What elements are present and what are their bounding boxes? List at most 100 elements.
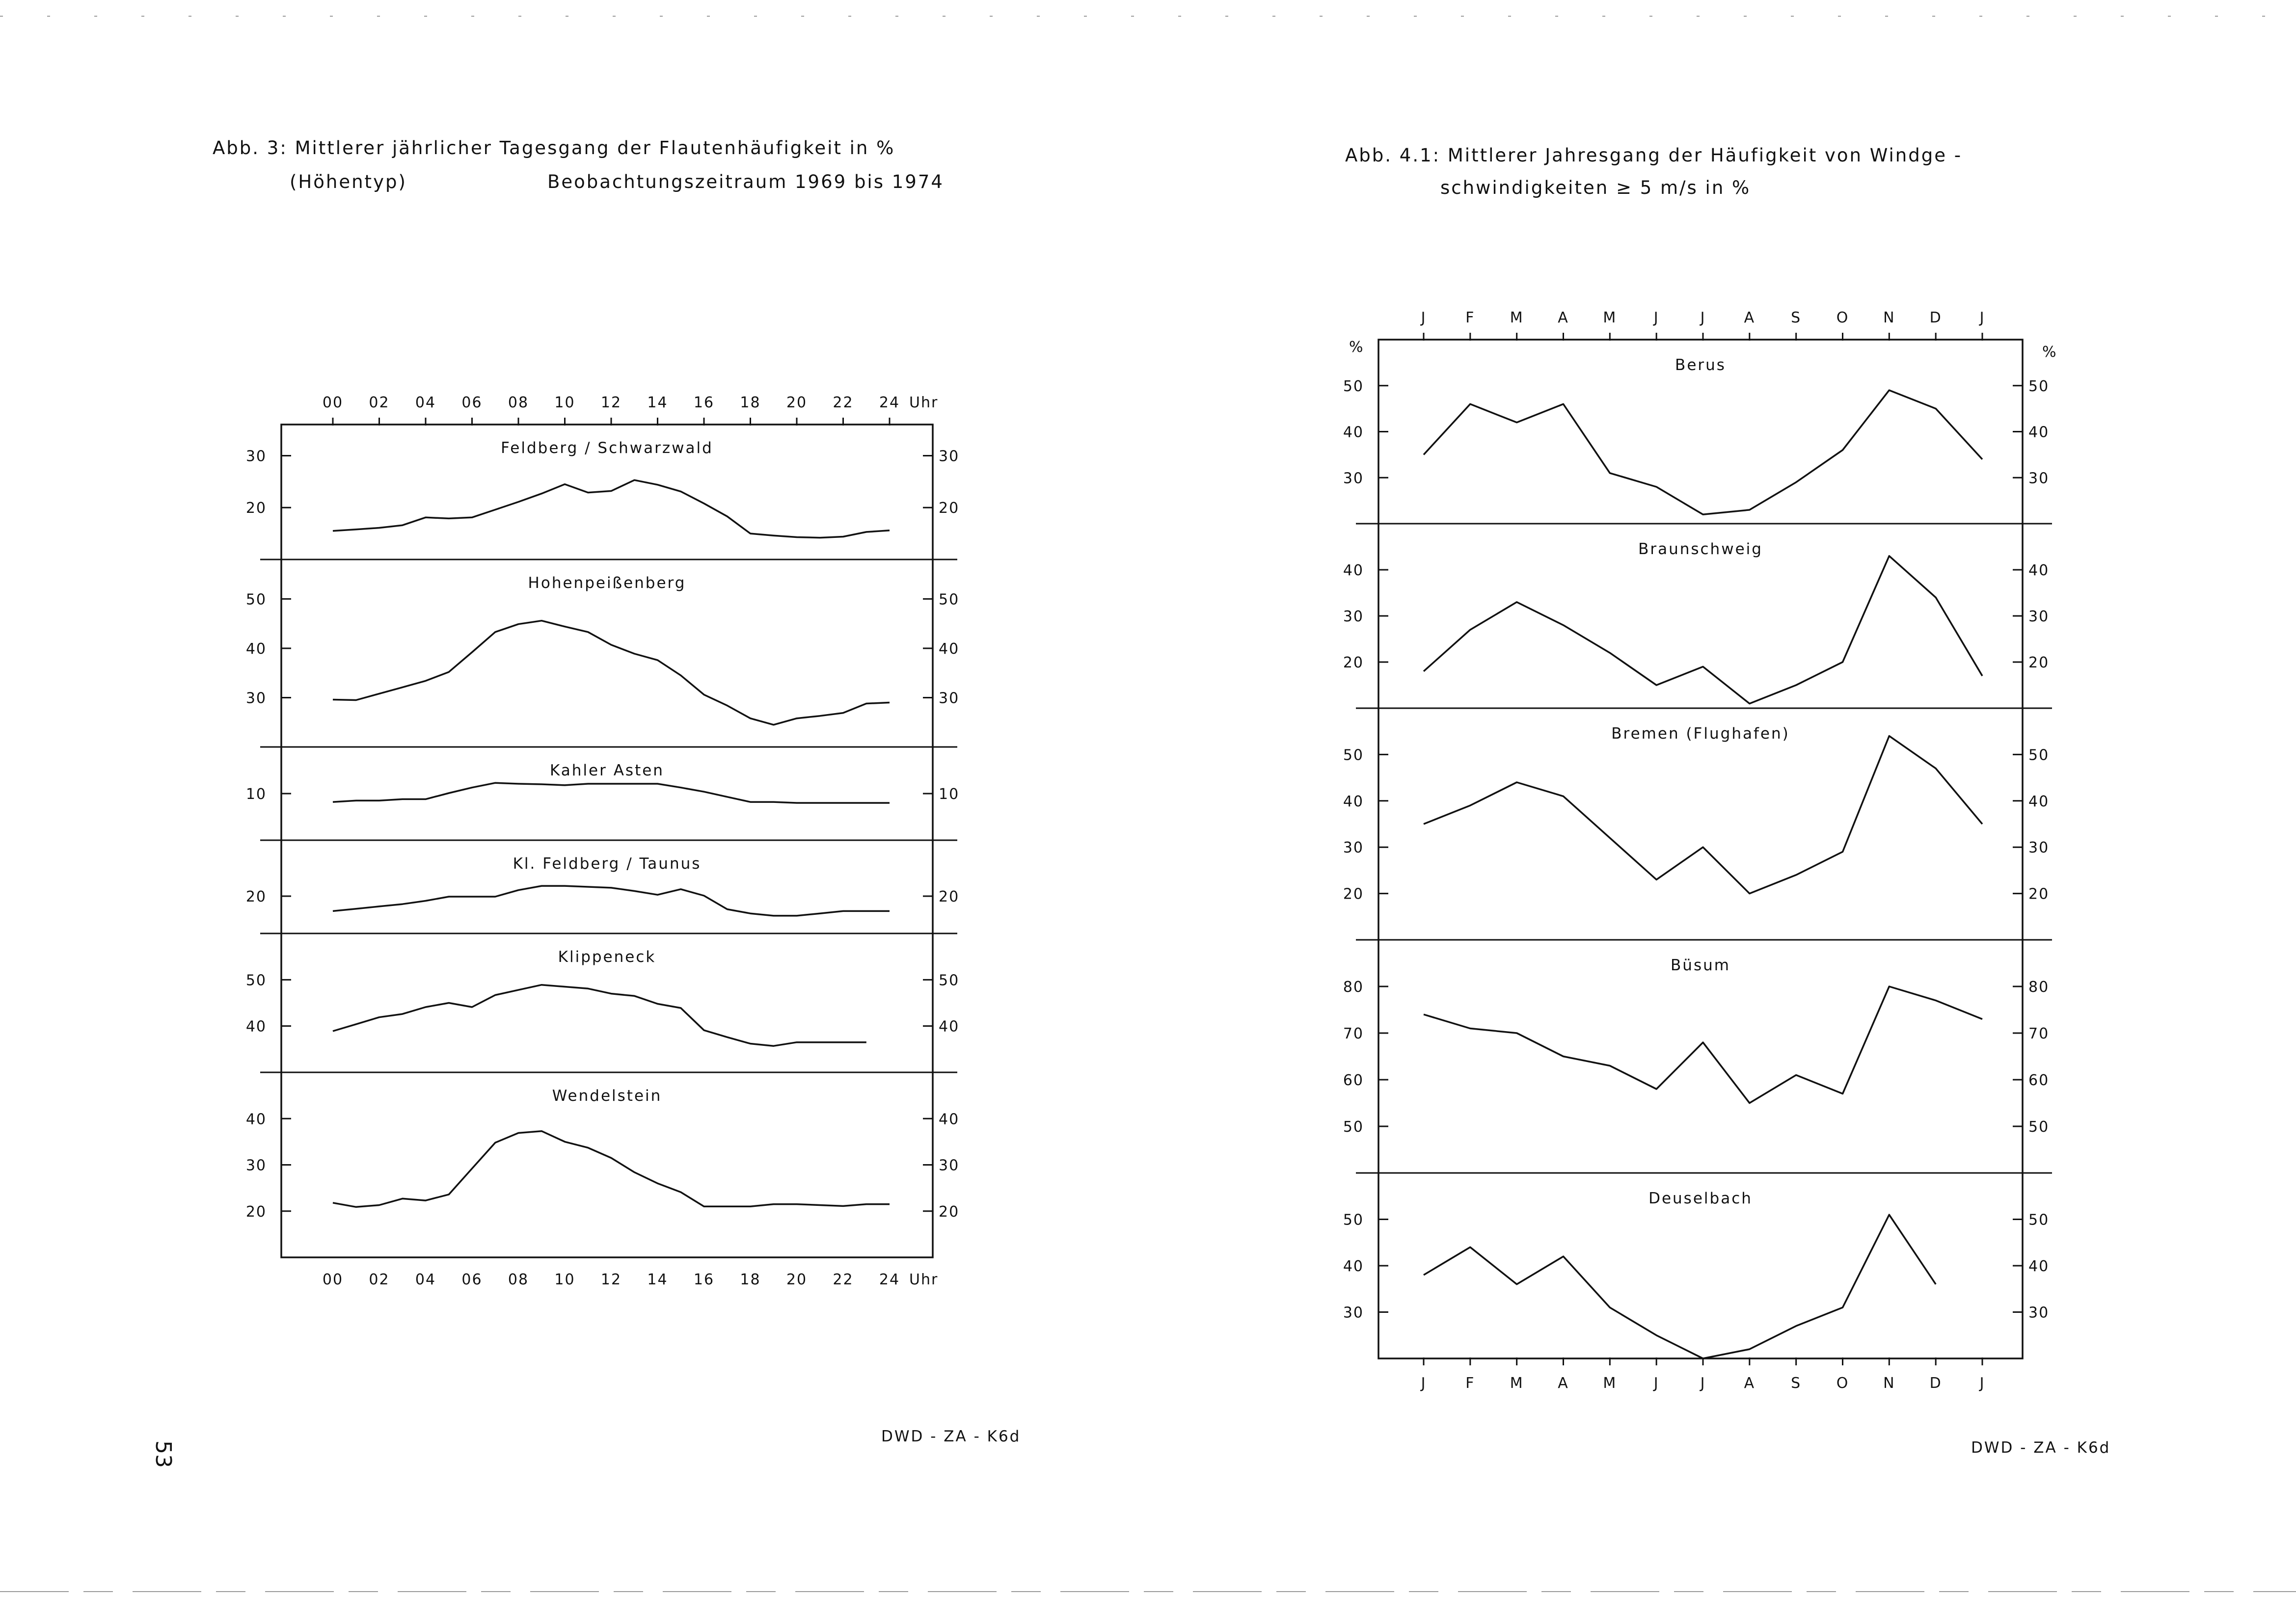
right-y-tick-label: 30	[1343, 470, 1364, 487]
right-x-tick-label-bottom: N	[1883, 1375, 1895, 1392]
left-x-tick-label-top: 00	[323, 394, 343, 411]
right-y-tick-label-right: 50	[2028, 1118, 2049, 1136]
right-y-tick-label: 60	[1343, 1072, 1364, 1089]
left-series-line-wendelstein	[332, 1130, 890, 1208]
left-y-tick-label-right: 30	[939, 1157, 959, 1174]
left-y-tick-label-right: 50	[939, 972, 959, 989]
left-y-tick-label: 50	[246, 972, 267, 989]
left-y-tick-label: 30	[246, 448, 267, 465]
left-y-tick-label: 20	[246, 500, 267, 517]
left-y-tick-label: 40	[246, 640, 267, 658]
left-y-tick-label-right: 40	[939, 1018, 959, 1036]
right-y-tick-label-right: 30	[2028, 470, 2049, 487]
left-y-tick-label: 30	[246, 690, 267, 707]
left-x-tick-label-bottom: 12	[601, 1271, 621, 1288]
left-y-tick-label-right: 40	[939, 640, 959, 658]
left-panel-title-kl-feldberg-taunus: Kl. Feldberg / Taunus	[513, 855, 702, 873]
left-x-tick-label-top: 12	[601, 394, 621, 411]
right-y-tick-label-right: 20	[2028, 886, 2049, 903]
right-y-tick-label: 50	[1343, 1118, 1364, 1136]
right-x-tick-label-top: M	[1510, 309, 1524, 326]
right-y-tick-label: 30	[1343, 839, 1364, 856]
left-x-tick-label-top: 14	[647, 394, 668, 411]
right-x-tick-label-bottom: J	[1700, 1375, 1706, 1392]
right-y-tick-label: 50	[1343, 378, 1364, 395]
right-x-tick-label-top: S	[1791, 309, 1801, 326]
right-x-tick-label-top: J	[1420, 309, 1427, 326]
right-y-tick-label: 40	[1343, 1258, 1364, 1275]
right-y-tick-label: 80	[1343, 979, 1364, 996]
left-y-tick-label: 10	[246, 786, 267, 803]
left-x-tick-label-top: 08	[508, 394, 529, 411]
right-x-tick-label-bottom: A	[1744, 1375, 1756, 1392]
left-x-tick-label-bottom: 16	[694, 1271, 714, 1288]
left-series-line-kl-feldberg-taunus	[332, 885, 890, 917]
page-number: 53	[151, 1440, 176, 1468]
right-x-tick-label-bottom: O	[1837, 1375, 1849, 1392]
left-x-tick-label-top: 20	[786, 394, 807, 411]
right-y-tick-label: 50	[1343, 746, 1364, 764]
right-x-tick-label-top: N	[1883, 309, 1895, 326]
right-panel-title-berus: Berus	[1675, 356, 1726, 374]
left-series-line-feldberg-schwarzwald	[332, 479, 890, 539]
left-panel-title-feldberg-schwarzwald: Feldberg / Schwarzwald	[501, 439, 713, 457]
right-y-tick-label: 70	[1343, 1025, 1364, 1042]
left-y-tick-label: 20	[246, 1203, 267, 1221]
left-y-tick-label-right: 50	[939, 591, 959, 608]
right-y-tick-label: 20	[1343, 886, 1364, 903]
right-x-tick-label-top: O	[1837, 309, 1849, 326]
left-footer: DWD - ZA - K6d	[881, 1428, 1021, 1445]
right-y-tick-label: 30	[1343, 608, 1364, 625]
right-y-tick-label-right: 50	[2028, 1212, 2049, 1229]
left-x-unit-bottom: Uhr	[909, 1271, 938, 1288]
right-y-tick-label-right: 20	[2028, 654, 2049, 671]
left-x-tick-label-top: 10	[554, 394, 575, 411]
right-x-tick-label-top: A	[1744, 309, 1756, 326]
left-x-tick-label-bottom: 02	[369, 1271, 389, 1288]
right-x-tick-label-top: J	[1979, 309, 1985, 326]
right-series-line-deuselbach	[1423, 1214, 1937, 1359]
right-series-line-berus	[1423, 389, 1983, 516]
right-panel-title-braunschweig: Braunschweig	[1638, 540, 1763, 558]
left-title-subtitle: (Höhentyp)	[290, 171, 407, 192]
left-y-tick-label: 40	[246, 1111, 267, 1128]
left-y-tick-label: 20	[246, 888, 267, 905]
right-y-tick-label-right: 80	[2028, 979, 2049, 996]
left-x-tick-label-top: 02	[369, 394, 389, 411]
left-panel-title-klippeneck: Klippeneck	[558, 948, 656, 966]
left-x-tick-label-top: 06	[461, 394, 482, 411]
right-y-tick-label-right: 70	[2028, 1025, 2049, 1042]
right-x-tick-label-top: D	[1930, 309, 1942, 326]
right-y-tick-label-right: 40	[2028, 1258, 2049, 1275]
right-x-tick-label-top: A	[1558, 309, 1569, 326]
right-y-tick-label-right: 50	[2028, 746, 2049, 764]
right-y-tick-label-right: 30	[2028, 839, 2049, 856]
right-panel-title-bremen-flughafen: Bremen (Flughafen)	[1611, 725, 1789, 743]
left-y-tick-label: 30	[246, 1157, 267, 1174]
left-x-tick-label-top: 22	[833, 394, 853, 411]
right-y-tick-label: 20	[1343, 654, 1364, 671]
left-y-tick-label-right: 20	[939, 888, 959, 905]
left-x-tick-label-bottom: 18	[740, 1271, 760, 1288]
right-series-line-b-sum	[1423, 985, 1983, 1104]
left-x-tick-label-bottom: 08	[508, 1271, 529, 1288]
left-x-tick-label-bottom: 04	[415, 1271, 436, 1288]
right-footer: DWD - ZA - K6d	[1971, 1439, 2110, 1457]
left-x-tick-label-bottom: 22	[833, 1271, 853, 1288]
left-x-tick-label-top: 18	[740, 394, 760, 411]
right-panel-title-deuselbach: Deuselbach	[1648, 1190, 1753, 1207]
left-x-tick-label-bottom: 06	[461, 1271, 482, 1288]
right-y-tick-label: 30	[1343, 1304, 1364, 1322]
left-title-period: Beobachtungszeitraum 1969 bis 1974	[547, 171, 944, 192]
right-y-tick-label-right: 50	[2028, 378, 2049, 395]
left-title: Abb. 3: Mittlerer jährlicher Tagesgang d…	[213, 137, 895, 159]
right-y-unit-right: %	[2042, 344, 2057, 361]
right-panel-title-b-sum: Büsum	[1671, 957, 1730, 974]
right-y-tick-label-right: 40	[2028, 562, 2049, 579]
right-x-tick-label-top: J	[1700, 309, 1706, 326]
left-y-tick-label-right: 30	[939, 690, 959, 707]
right-y-tick-label-right: 40	[2028, 793, 2049, 810]
right-x-tick-label-bottom: J	[1979, 1375, 1985, 1392]
right-y-unit-left: %	[1349, 339, 1364, 356]
